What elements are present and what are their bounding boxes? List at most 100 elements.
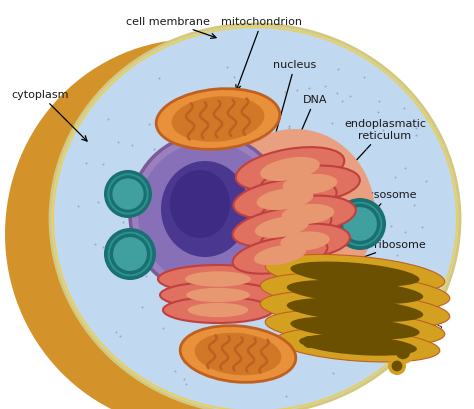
Point — [419, 224, 426, 231]
Ellipse shape — [233, 237, 328, 274]
Point — [104, 117, 111, 124]
Point — [412, 125, 419, 132]
Ellipse shape — [287, 298, 423, 322]
Point — [321, 84, 328, 90]
Point — [82, 160, 90, 166]
Point — [160, 155, 167, 162]
Point — [270, 145, 278, 152]
Point — [160, 276, 167, 283]
Circle shape — [112, 179, 144, 210]
Point — [360, 74, 368, 81]
Point — [305, 289, 313, 296]
Point — [233, 238, 241, 245]
Ellipse shape — [138, 143, 278, 286]
Point — [279, 148, 287, 155]
Point — [171, 368, 178, 375]
Point — [166, 240, 174, 247]
Point — [185, 238, 193, 245]
Point — [291, 231, 299, 237]
Point — [221, 173, 228, 179]
Point — [208, 287, 215, 293]
Point — [410, 202, 418, 209]
Point — [290, 129, 297, 135]
Point — [305, 85, 313, 92]
Point — [281, 90, 289, 96]
Point — [257, 124, 264, 130]
Point — [128, 239, 136, 245]
Point — [196, 231, 204, 238]
Ellipse shape — [260, 166, 360, 203]
Point — [74, 203, 82, 210]
Point — [393, 252, 401, 259]
Point — [242, 261, 250, 267]
Text: mitochondrion: mitochondrion — [221, 17, 302, 91]
Point — [99, 162, 106, 168]
Point — [233, 272, 241, 279]
Ellipse shape — [260, 291, 450, 329]
Point — [244, 137, 252, 144]
Point — [223, 65, 231, 72]
Ellipse shape — [260, 273, 450, 311]
Point — [341, 338, 348, 344]
Circle shape — [303, 336, 315, 348]
Point — [335, 192, 342, 198]
Point — [240, 121, 248, 128]
Point — [285, 126, 292, 132]
Ellipse shape — [265, 310, 445, 346]
Point — [161, 270, 168, 277]
Ellipse shape — [280, 232, 330, 251]
Text: cell membrane: cell membrane — [126, 17, 216, 39]
Point — [400, 105, 407, 112]
Point — [185, 307, 192, 314]
Point — [168, 202, 176, 209]
Point — [292, 316, 300, 322]
Point — [165, 114, 173, 120]
Point — [334, 66, 342, 73]
Point — [222, 326, 229, 333]
Ellipse shape — [260, 196, 356, 233]
Text: DNA: DNA — [286, 95, 327, 166]
Point — [116, 333, 124, 340]
Point — [222, 300, 229, 306]
Point — [180, 144, 188, 151]
Text: Golgi
apparatus: Golgi apparatus — [387, 308, 443, 330]
Point — [213, 183, 221, 189]
Point — [304, 288, 311, 294]
Point — [200, 276, 207, 283]
Point — [234, 90, 241, 97]
Point — [230, 342, 237, 348]
Point — [293, 88, 301, 94]
Ellipse shape — [233, 180, 337, 220]
Ellipse shape — [50, 25, 460, 409]
Point — [119, 220, 127, 226]
Point — [151, 146, 158, 153]
Ellipse shape — [130, 135, 286, 294]
Point — [126, 247, 133, 253]
Point — [306, 293, 314, 300]
Point — [174, 210, 182, 216]
Point — [375, 99, 383, 106]
Ellipse shape — [287, 280, 423, 304]
Point — [185, 268, 193, 274]
Point — [177, 183, 184, 190]
Point — [285, 200, 292, 207]
Ellipse shape — [291, 262, 419, 287]
Text: nucleus: nucleus — [270, 60, 317, 151]
Point — [165, 211, 173, 217]
Point — [227, 294, 234, 301]
Point — [274, 284, 282, 290]
Point — [422, 178, 429, 184]
Ellipse shape — [276, 328, 440, 362]
Point — [268, 119, 276, 125]
Point — [210, 278, 218, 284]
Point — [155, 186, 163, 193]
Ellipse shape — [254, 245, 306, 265]
Ellipse shape — [265, 255, 445, 294]
Point — [155, 75, 163, 82]
Point — [138, 304, 146, 310]
Point — [196, 106, 203, 112]
Point — [180, 359, 188, 365]
Circle shape — [104, 229, 156, 280]
Ellipse shape — [236, 148, 344, 191]
Point — [328, 121, 336, 127]
